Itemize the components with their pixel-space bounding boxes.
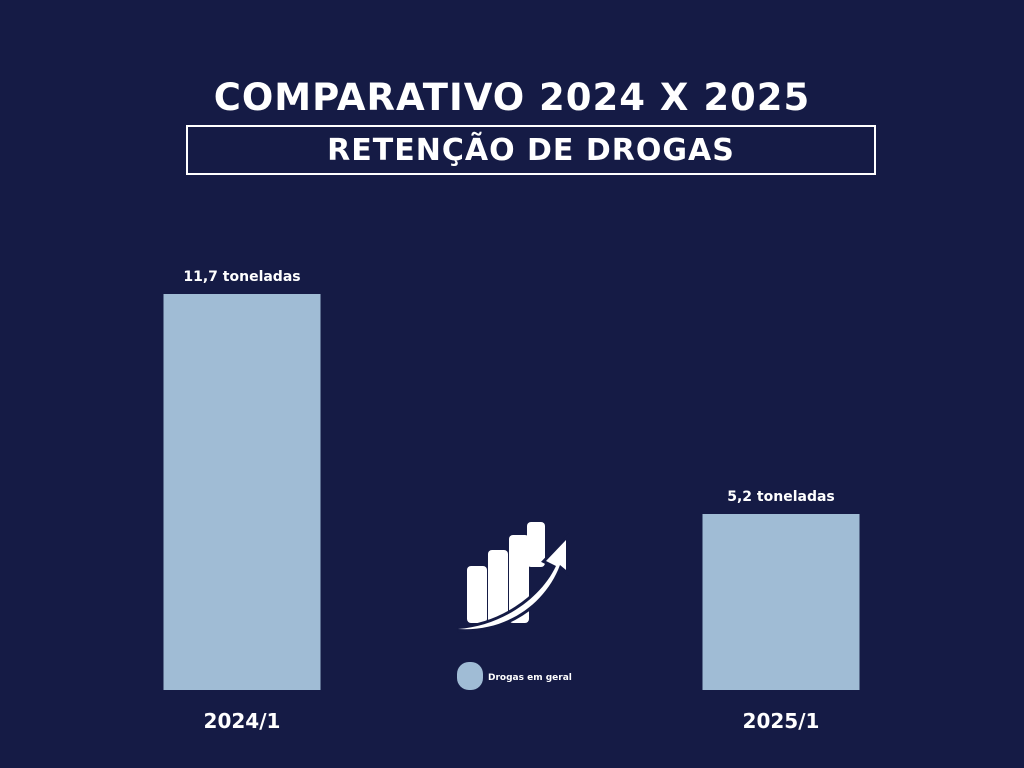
data-label: 5,2 toneladas: [727, 489, 835, 505]
chart-title: COMPARATIVO 2024 X 2025: [213, 76, 811, 119]
x-tick-label: 2024/1: [204, 709, 281, 733]
x-tick-label: 2025/1: [743, 709, 820, 733]
legend-label: Drogas em geral: [488, 673, 572, 683]
chart-subtitle: RETENÇÃO DE DROGAS: [327, 132, 735, 168]
legend: Drogas em geral: [457, 662, 572, 690]
bar-2024-1: [163, 294, 321, 690]
bars-layer: 11,7 toneladas 2024/1 5,2 toneladas 2025/1: [163, 269, 860, 733]
bar-2025-1: [702, 514, 860, 690]
legend-swatch: [457, 662, 483, 690]
growth-chart-arrow-icon: [457, 522, 569, 633]
subtitle-box: RETENÇÃO DE DROGAS: [186, 125, 876, 175]
data-label: 11,7 toneladas: [183, 269, 300, 285]
